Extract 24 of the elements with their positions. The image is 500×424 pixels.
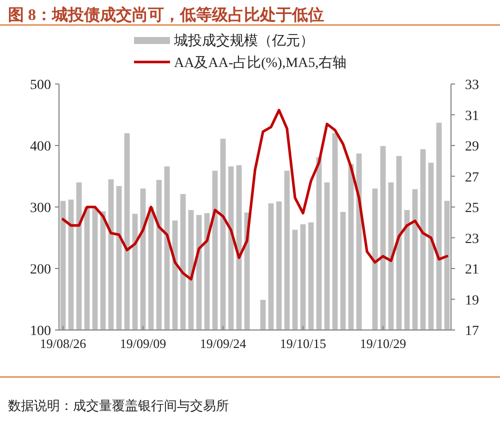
- x-tick-label: 19/10/15: [280, 336, 326, 351]
- y-tick-label: 100: [30, 324, 51, 339]
- text: 数据说明：成交量覆盖银行间与交易所: [8, 398, 229, 413]
- y2-tick-label: 19: [465, 293, 479, 308]
- y2-tick-label: 21: [465, 262, 479, 278]
- y-tick-label: 500: [30, 78, 51, 93]
- y2-tick-label: 23: [465, 232, 479, 247]
- y2-tick-label: 31: [465, 108, 479, 124]
- legend-label: AA及AA-占比(%),MA5,右轴: [174, 55, 347, 71]
- x-tick-label: 19/09/24: [200, 336, 247, 351]
- x-tick-label: 19/10/29: [360, 336, 406, 351]
- y-tick-label: 300: [30, 201, 51, 216]
- y2-tick-label: 25: [465, 201, 479, 216]
- chart-title: 图 8：城投债成交尚可，低等级占比处于低位: [8, 5, 324, 24]
- y2-tick-label: 17: [465, 324, 479, 339]
- y2-tick-label: 33: [465, 78, 479, 93]
- legend-label: 城投成交规模（亿元）: [173, 33, 314, 49]
- line-series: [62, 108, 448, 281]
- y2-tick-label: 29: [465, 140, 479, 154]
- y-tick-label: 400: [30, 140, 51, 154]
- y2-tick-label: 27: [465, 170, 479, 186]
- y-tick-label: 200: [30, 262, 51, 278]
- x-tick-label: 19/09/09: [120, 336, 166, 351]
- x-tick-label: 19/08/26: [40, 336, 87, 351]
